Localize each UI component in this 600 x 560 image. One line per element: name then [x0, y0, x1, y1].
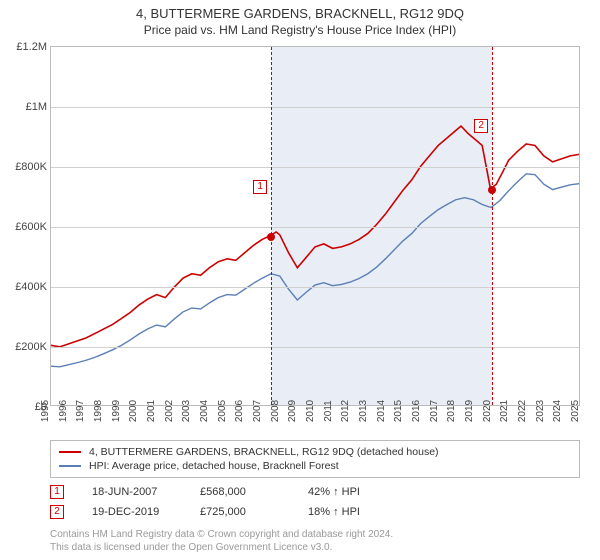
event-vline — [492, 47, 493, 405]
event-date: 19-DEC-2019 — [92, 506, 172, 518]
gridline — [51, 227, 579, 228]
event-price: £568,000 — [200, 486, 280, 498]
x-tick-label: 2018 — [446, 400, 457, 422]
events-table: 1 18-JUN-2007 £568,000 42% ↑ HPI 2 19-DEC-201… — [50, 482, 580, 522]
event-delta: 18% ↑ HPI — [308, 506, 388, 518]
series-lines — [51, 47, 579, 405]
gridline — [51, 107, 579, 108]
series-line — [51, 174, 579, 367]
gridline — [51, 347, 579, 348]
chart-container: 4, BUTTERMERE GARDENS, BRACKNELL, RG12 9… — [0, 0, 600, 560]
x-tick-label: 2005 — [217, 400, 228, 422]
x-tick-label: 2000 — [128, 400, 139, 422]
gridline — [51, 287, 579, 288]
x-tick-label: 2022 — [517, 400, 528, 422]
x-tick-label: 2013 — [358, 400, 369, 422]
y-tick-label: £400K — [3, 281, 47, 293]
x-tick-label: 2001 — [146, 400, 157, 422]
x-tick-label: 2014 — [376, 400, 387, 422]
event-delta: 42% ↑ HPI — [308, 486, 388, 498]
chart-title: 4, BUTTERMERE GARDENS, BRACKNELL, RG12 9… — [0, 0, 600, 21]
event-dot — [267, 233, 275, 241]
event-marker: 2 — [474, 119, 488, 133]
x-tick-label: 2021 — [499, 400, 510, 422]
x-tick-label: 2020 — [482, 400, 493, 422]
event-number: 1 — [50, 485, 64, 499]
y-tick-label: £1.2M — [3, 41, 47, 53]
y-tick-label: £800K — [3, 161, 47, 173]
x-tick-label: 1996 — [58, 400, 69, 422]
x-tick-label: 2011 — [323, 400, 334, 422]
x-tick-label: 2019 — [464, 400, 475, 422]
x-tick-label: 2004 — [199, 400, 210, 422]
x-tick-label: 2007 — [252, 400, 263, 422]
legend-row: 4, BUTTERMERE GARDENS, BRACKNELL, RG12 9… — [59, 445, 571, 459]
x-tick-label: 2002 — [164, 400, 175, 422]
legend-swatch — [59, 465, 81, 467]
event-vline — [271, 47, 272, 405]
legend-row: HPI: Average price, detached house, Brac… — [59, 459, 571, 473]
x-tick-label: 2024 — [552, 400, 563, 422]
x-tick-label: 2016 — [411, 400, 422, 422]
x-tick-label: 2009 — [287, 400, 298, 422]
event-row: 2 19-DEC-2019 £725,000 18% ↑ HPI — [50, 502, 580, 522]
x-tick-label: 1995 — [40, 400, 51, 422]
footer-line-2: This data is licensed under the Open Gov… — [50, 541, 393, 554]
event-date: 18-JUN-2007 — [92, 486, 172, 498]
y-tick-label: £200K — [3, 341, 47, 353]
series-line — [51, 126, 579, 347]
footer-text: Contains HM Land Registry data © Crown c… — [50, 528, 393, 554]
x-tick-label: 2017 — [429, 400, 440, 422]
legend-box: 4, BUTTERMERE GARDENS, BRACKNELL, RG12 9… — [50, 440, 580, 478]
legend-label: HPI: Average price, detached house, Brac… — [89, 460, 339, 472]
event-marker: 1 — [253, 180, 267, 194]
y-tick-label: £1M — [3, 101, 47, 113]
footer-line-1: Contains HM Land Registry data © Crown c… — [50, 528, 393, 541]
x-tick-label: 1999 — [111, 400, 122, 422]
event-price: £725,000 — [200, 506, 280, 518]
x-tick-label: 2025 — [570, 400, 581, 422]
legend-label: 4, BUTTERMERE GARDENS, BRACKNELL, RG12 9… — [89, 446, 439, 458]
x-tick-label: 1998 — [93, 400, 104, 422]
chart-subtitle: Price paid vs. HM Land Registry's House … — [0, 21, 600, 41]
y-tick-label: £600K — [3, 221, 47, 233]
x-tick-label: 1997 — [75, 400, 86, 422]
x-tick-label: 2006 — [234, 400, 245, 422]
event-dot — [488, 186, 496, 194]
x-tick-label: 2010 — [305, 400, 316, 422]
event-number: 2 — [50, 505, 64, 519]
x-tick-label: 2015 — [393, 400, 404, 422]
event-row: 1 18-JUN-2007 £568,000 42% ↑ HPI — [50, 482, 580, 502]
x-tick-label: 2023 — [535, 400, 546, 422]
gridline — [51, 167, 579, 168]
x-tick-label: 2003 — [181, 400, 192, 422]
x-tick-label: 2012 — [340, 400, 351, 422]
plot-area: £0£200K£400K£600K£800K£1M£1.2M1995199619… — [50, 46, 580, 406]
legend-swatch — [59, 451, 81, 453]
